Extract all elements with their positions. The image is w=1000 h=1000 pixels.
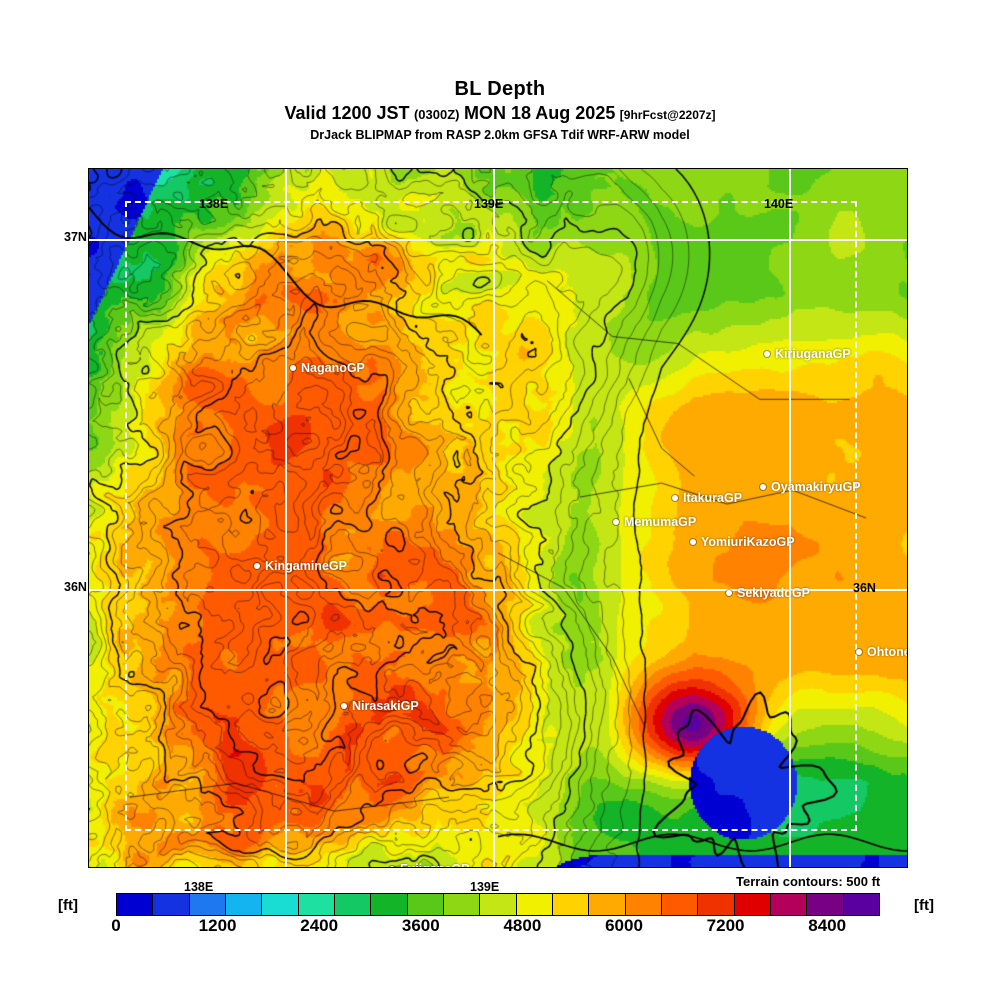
valid-date: MON 18 Aug 2025 [463,103,616,123]
colorbar-swatch [117,894,154,915]
colorbar-swatch [552,894,590,915]
colorbar-tick: 0 [111,916,121,935]
colorbar-swatch [625,894,662,915]
colorbar-tick: 3600 [401,916,440,935]
colorbar-tick: 7200 [706,916,745,935]
colorbar-swatch [262,894,299,915]
colorbar-swatch [843,894,879,915]
colorbar-tick: 4800 [503,916,542,935]
colorbar-swatch [770,894,808,915]
valid-time-jst: Valid 1200 JST [284,103,410,123]
colorbar-swatch [698,894,735,915]
colorbar-swatch [480,894,517,915]
colorbar-swatch [225,894,263,915]
valid-time-line: Valid 1200 JST (0300Z) MON 18 Aug 2025 [… [0,102,1000,126]
page-title: BL Depth [454,78,546,100]
valid-time-utc: (0300Z) [413,107,460,122]
colorbar-swatch [661,894,699,915]
graticule-label: 36N [64,580,87,594]
colorbar-swatch [334,894,372,915]
colorbar-swatch [153,894,190,915]
colorbar-swatch [516,894,553,915]
colorbar-unit-left: [ft] [58,897,78,914]
colorbar-tick: 8400 [808,916,847,935]
forecast-stamp: [9hrFcst@2207z] [619,108,716,122]
colorbar-tick: 1200 [198,916,237,935]
graticule-label: 138E [184,880,214,894]
colorbar-swatch [298,894,335,915]
colorbar-swatch [189,894,226,915]
model-attribution: DrJack BLIPMAP from RASP 2.0km GFSA Tdif… [310,128,690,142]
colorbar[interactable] [116,893,880,916]
terrain-contour-note: Terrain contours: 500 ft [736,874,881,889]
graticule-label: 37N [64,230,87,244]
colorbar-unit-right: [ft] [914,897,934,914]
colorbar-swatch [407,894,444,915]
title-block: BL Depth Valid 1200 JST (0300Z) MON 18 A… [0,0,1000,143]
colorbar-swatch [371,894,408,915]
colorbar-tick: 2400 [300,916,339,935]
map-plot-area[interactable]: 36N 138E 139E 140E NaganoGP KiriuganaGP Oyama… [88,168,908,868]
colorbar-swatch [807,894,844,915]
colorbar-tick-labels: 0 1200 2400 3600 4800 6000 7200 8400 [111,916,878,940]
bl-depth-heatmap [89,169,907,867]
colorbar-swatch [734,894,771,915]
colorbar-swatch [443,894,481,915]
colorbar-swatch [589,894,626,915]
colorbar-tick: 6000 [605,916,643,935]
graticule-label: 139E [470,880,500,894]
